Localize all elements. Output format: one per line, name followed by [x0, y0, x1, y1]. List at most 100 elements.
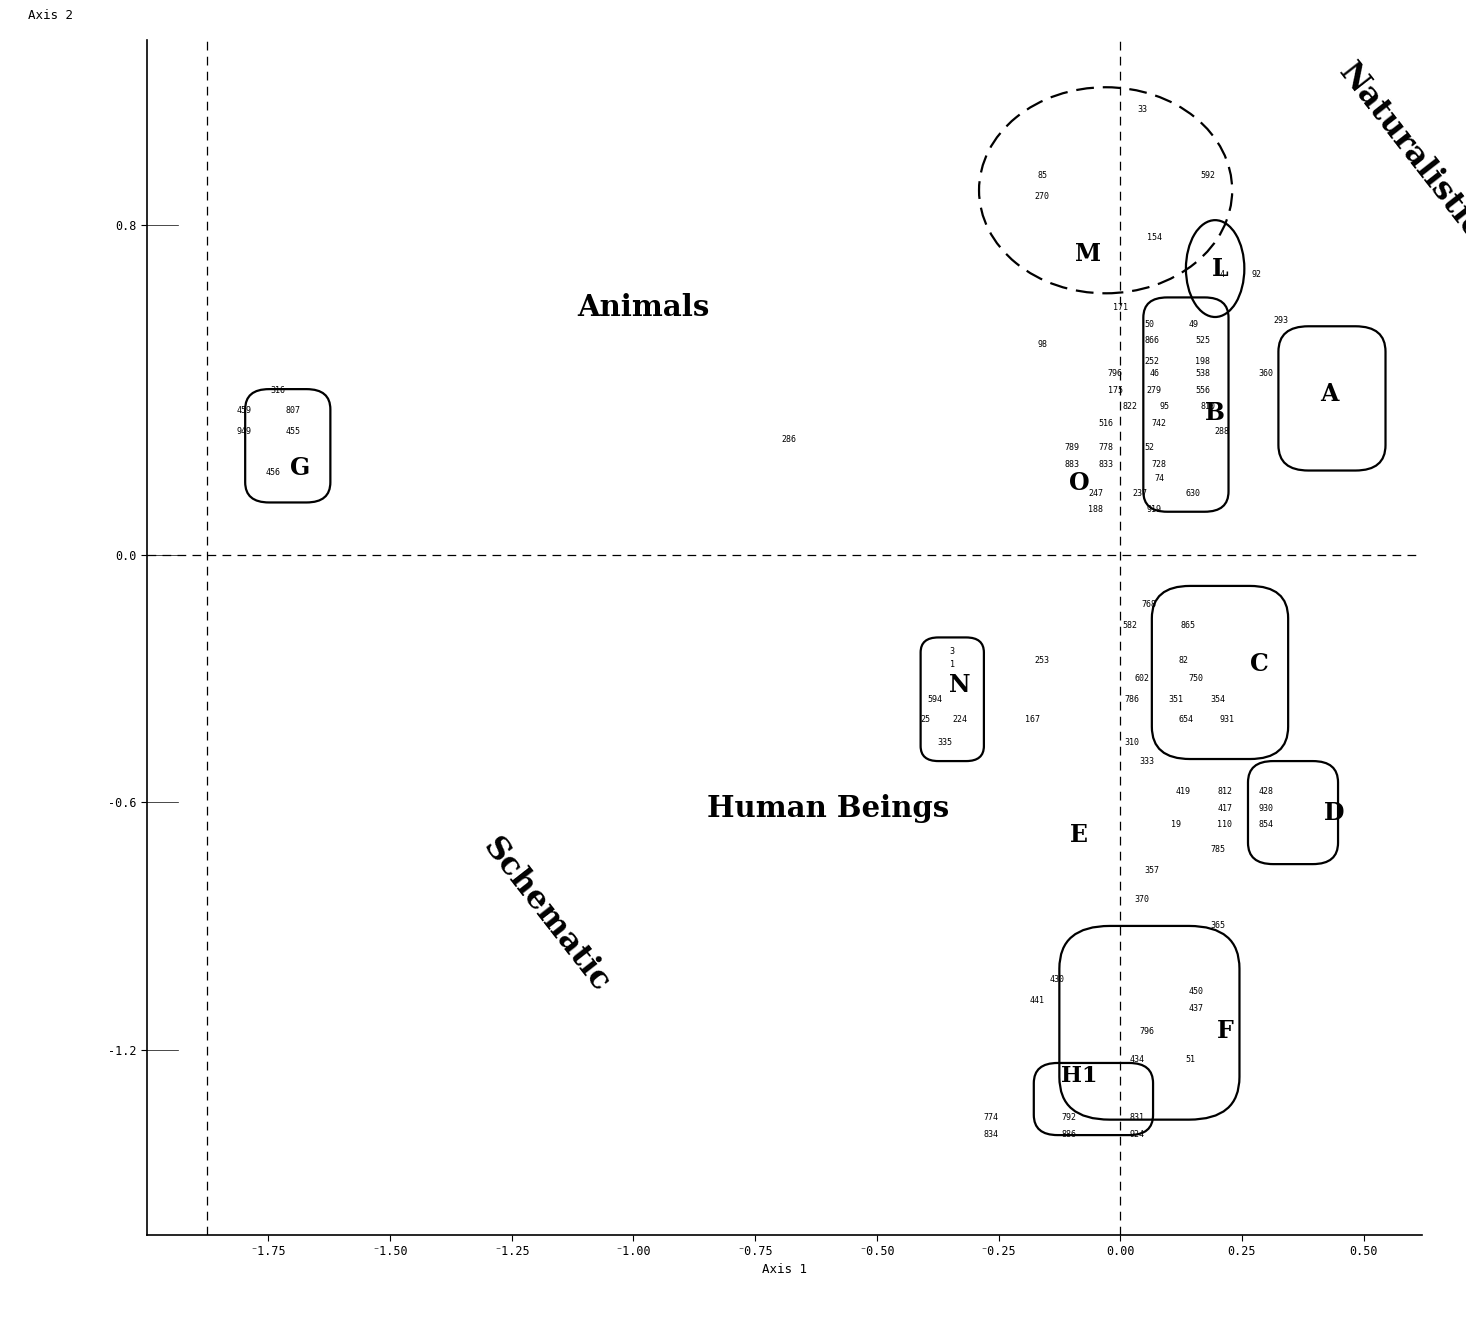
Text: 459: 459: [236, 406, 252, 416]
Text: 98: 98: [1038, 340, 1047, 349]
Text: 293: 293: [1274, 316, 1289, 324]
Text: 316: 316: [271, 385, 286, 394]
Text: 789: 789: [1064, 444, 1079, 453]
Text: 310: 310: [1124, 738, 1141, 748]
Text: Human Beings: Human Beings: [707, 794, 950, 823]
Text: 110: 110: [1217, 821, 1233, 830]
Text: 354: 354: [1209, 695, 1226, 704]
Text: 796: 796: [1139, 1027, 1155, 1036]
X-axis label: Axis 1: Axis 1: [762, 1263, 806, 1276]
Text: 434: 434: [1130, 1056, 1145, 1064]
Text: 351: 351: [1168, 695, 1183, 704]
Text: 924: 924: [1130, 1130, 1145, 1138]
Text: 154: 154: [1146, 234, 1161, 242]
Text: 419: 419: [1176, 788, 1190, 797]
Text: 630: 630: [1186, 489, 1201, 498]
Text: 831: 831: [1130, 1113, 1145, 1122]
Text: 654: 654: [1179, 716, 1193, 724]
Text: 50: 50: [1145, 320, 1154, 329]
Y-axis label: Axis 2: Axis 2: [28, 9, 73, 23]
Text: 279: 279: [1146, 385, 1161, 394]
Text: 49: 49: [1189, 320, 1198, 329]
Text: 1: 1: [950, 660, 954, 669]
Text: 728: 728: [1152, 459, 1167, 469]
Text: 224: 224: [951, 716, 968, 724]
Text: 430: 430: [1050, 975, 1064, 984]
Text: 333: 333: [1139, 757, 1155, 765]
Text: 810: 810: [1201, 402, 1215, 412]
Text: 592: 592: [1201, 171, 1215, 181]
Text: 785: 785: [1209, 845, 1226, 854]
Text: 171: 171: [1113, 303, 1127, 312]
Text: C: C: [1249, 652, 1268, 676]
Text: 92: 92: [1252, 271, 1262, 279]
Text: 792: 792: [1061, 1113, 1076, 1122]
Text: 270: 270: [1035, 193, 1050, 201]
Text: 4: 4: [1220, 271, 1226, 279]
Text: 822: 822: [1123, 402, 1138, 412]
Text: 82: 82: [1179, 656, 1189, 664]
Text: 886: 886: [1061, 1130, 1076, 1138]
Text: 774: 774: [984, 1113, 998, 1122]
Text: 594: 594: [928, 695, 943, 704]
Text: 556: 556: [1195, 385, 1211, 394]
Text: 288: 288: [1215, 426, 1230, 436]
Text: 807: 807: [286, 406, 301, 416]
Text: 833: 833: [1098, 459, 1113, 469]
Text: 516: 516: [1098, 418, 1113, 428]
Text: G: G: [290, 457, 311, 481]
Text: A: A: [1321, 382, 1338, 406]
Text: 456: 456: [265, 467, 280, 477]
Text: Naturalistic: Naturalistic: [1331, 57, 1466, 244]
Text: 768: 768: [1142, 600, 1157, 610]
Text: Animals: Animals: [578, 293, 710, 323]
Text: Schematic: Schematic: [476, 833, 616, 999]
Text: 796: 796: [1108, 369, 1123, 378]
Text: 834: 834: [984, 1130, 998, 1138]
Text: 252: 252: [1145, 357, 1160, 365]
Text: 51: 51: [1186, 1056, 1196, 1064]
Text: 865: 865: [1180, 620, 1196, 629]
Text: 188: 188: [1088, 505, 1104, 514]
Text: 74: 74: [1154, 474, 1164, 483]
Text: 778: 778: [1098, 444, 1113, 453]
Text: 428: 428: [1259, 788, 1274, 797]
Text: 247: 247: [1088, 489, 1104, 498]
Text: 19: 19: [1171, 821, 1182, 830]
Text: 582: 582: [1123, 620, 1138, 629]
Text: 365: 365: [1209, 922, 1226, 931]
Text: 441: 441: [1031, 996, 1045, 1004]
Text: 46: 46: [1149, 369, 1160, 378]
Text: 286: 286: [781, 436, 796, 444]
Text: H1: H1: [1060, 1065, 1097, 1088]
Text: B: B: [1205, 401, 1226, 425]
Text: 949: 949: [236, 426, 252, 436]
Text: 919: 919: [1146, 505, 1161, 514]
Text: 175: 175: [1108, 385, 1123, 394]
Text: 437: 437: [1187, 1004, 1204, 1013]
Text: N: N: [949, 673, 970, 697]
Text: 602: 602: [1135, 675, 1149, 683]
Text: 198: 198: [1195, 357, 1211, 365]
Text: 253: 253: [1035, 656, 1050, 664]
Text: 95: 95: [1160, 402, 1168, 412]
Text: 237: 237: [1132, 489, 1148, 498]
Text: 786: 786: [1124, 695, 1141, 704]
Text: 538: 538: [1195, 369, 1211, 378]
Text: 167: 167: [1025, 716, 1039, 724]
Text: 370: 370: [1135, 895, 1149, 903]
Text: 930: 930: [1259, 803, 1274, 813]
Text: F: F: [1217, 1019, 1233, 1042]
Text: 750: 750: [1187, 675, 1204, 683]
Text: D: D: [1324, 801, 1344, 825]
Text: 854: 854: [1259, 821, 1274, 830]
Text: 3: 3: [950, 647, 954, 656]
Text: 360: 360: [1259, 369, 1274, 378]
Text: L: L: [1212, 256, 1229, 280]
Text: 883: 883: [1064, 459, 1079, 469]
Text: 742: 742: [1152, 418, 1167, 428]
Text: 931: 931: [1220, 716, 1234, 724]
Text: 812: 812: [1217, 788, 1233, 797]
Text: M: M: [1076, 242, 1101, 266]
Text: E: E: [1070, 823, 1088, 847]
